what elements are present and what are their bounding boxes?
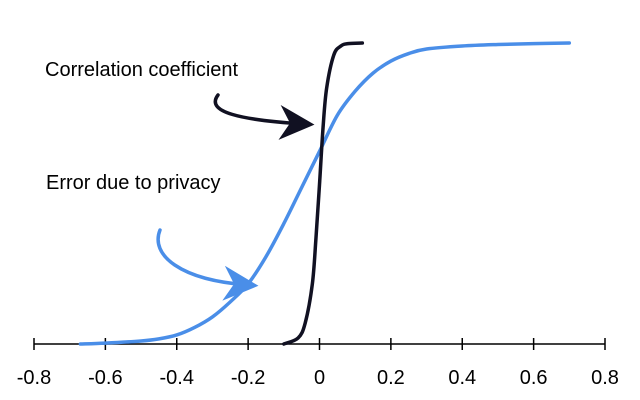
x-tick-label: 0.6 xyxy=(520,367,548,389)
x-tick-label: -0.8 xyxy=(17,367,51,389)
annotation-arrow-correlation xyxy=(213,93,315,140)
annotation-error: Error due to privacy xyxy=(46,172,259,301)
series-group xyxy=(78,41,572,346)
x-tick-label: 0.8 xyxy=(591,367,619,389)
x-tick-label: 0.2 xyxy=(377,367,405,389)
annotation-label-error: Error due to privacy xyxy=(46,172,221,194)
annotation-label-correlation: Correlation coefficient xyxy=(45,59,239,81)
x-tick-label: 0.4 xyxy=(448,367,476,389)
x-tick-label: -0.6 xyxy=(88,367,122,389)
x-tick-label: 0 xyxy=(314,367,325,389)
annotation-correlation: Correlation coefficient xyxy=(45,59,315,140)
annotation-arrow-error xyxy=(156,228,259,301)
series-line-error xyxy=(78,41,572,346)
x-tick-label: -0.2 xyxy=(231,367,265,389)
x-tick-label: -0.4 xyxy=(160,367,194,389)
x-axis: -0.8 -0.6 -0.4 -0.2 0 0.2 0.4 0.6 0.8 xyxy=(17,338,619,389)
series-line-correlation xyxy=(282,41,365,346)
